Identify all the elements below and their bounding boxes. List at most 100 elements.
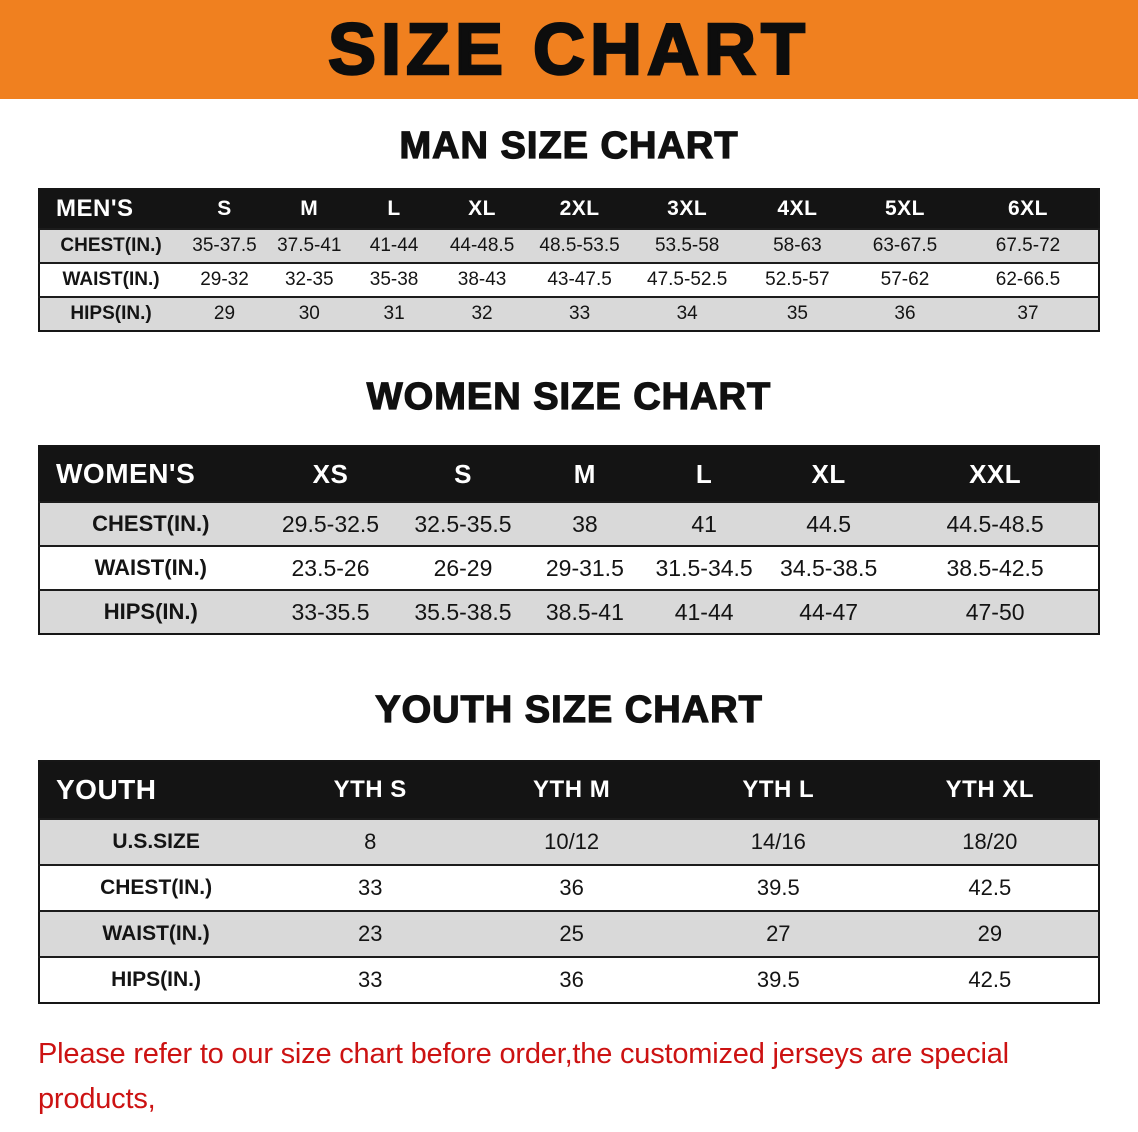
- women-cell: 23.5-26: [291, 554, 370, 581]
- youth-cell: 39.5: [756, 967, 800, 992]
- men-cell: 63-67.5: [872, 235, 938, 256]
- men-table-title: MEN'S: [56, 195, 134, 222]
- men-row-0: CHEST(IN.) 35-37.5 37.5-41 41-44 44-48.5 48.5…: [39, 229, 1099, 263]
- youth-header-row: YOUTH YTH S YTH M YTH L YTH XL: [39, 761, 1099, 819]
- men-cell: 52.5-57: [765, 269, 830, 290]
- section-women: WOMEN SIZE CHART WOMEN'S XS S M L XL XXL CHEST(I…: [0, 375, 1138, 635]
- women-cell: 31.5-34.5: [655, 554, 753, 581]
- youth-row-2: WAIST(IN.) 23 25 27 29: [39, 911, 1099, 957]
- men-cell: 32-35: [284, 269, 334, 290]
- youth-cell: 23: [357, 921, 383, 946]
- banner: SIZE CHART: [0, 0, 1138, 99]
- youth-row-1: CHEST(IN.) 33 36 39.5 42.5: [39, 865, 1099, 911]
- women-cell: 35.5-38.5: [414, 598, 512, 625]
- men-size-col-6XL: 6XL: [1007, 197, 1048, 220]
- women-cell: 41-44: [674, 598, 734, 625]
- youth-row-label: WAIST(IN.): [102, 922, 210, 945]
- men-cell: 58-63: [773, 235, 822, 256]
- men-cell: 53.5-58: [654, 235, 720, 256]
- men-cell: 67.5-72: [995, 235, 1061, 256]
- men-cell: 30: [298, 303, 320, 324]
- youth-size-col-YTH XL: YTH XL: [945, 776, 1034, 803]
- men-cell: 37: [1017, 303, 1039, 324]
- youth-cell: 33: [357, 967, 383, 992]
- men-cell: 31: [383, 303, 405, 324]
- women-cell: 29.5-32.5: [281, 510, 380, 537]
- men-cell: 47.5-52.5: [647, 269, 728, 290]
- men-size-col-5XL: 5XL: [884, 197, 925, 220]
- women-cell: 47-50: [965, 598, 1025, 625]
- men-size-col-L: L: [387, 197, 401, 220]
- men-size-col-S: S: [217, 197, 232, 220]
- page-title: SIZE CHART: [327, 9, 810, 90]
- section-youth: YOUTH SIZE CHART YOUTH YTH S YTH M YTH L YTH …: [0, 688, 1138, 1004]
- men-size-col-XL: XL: [468, 197, 496, 220]
- youth-size-table: YOUTH YTH S YTH M YTH L YTH XL U.S.SIZE 8 10/12…: [38, 760, 1100, 1004]
- youth-cell: 39.5: [756, 875, 800, 900]
- men-cell: 29: [213, 303, 236, 324]
- men-cell: 62-66.5: [995, 269, 1061, 290]
- men-cell: 34: [676, 303, 698, 324]
- disclaimer: Please refer to our size chart before or…: [0, 1032, 1138, 1132]
- youth-row-label: HIPS(IN.): [111, 968, 202, 991]
- youth-cell: 10/12: [544, 829, 600, 854]
- women-cell: 34.5-38.5: [780, 554, 878, 581]
- men-cell: 37.5-41: [277, 235, 342, 256]
- men-size-table: MEN'S S M L XL 2XL 3XL 4XL 5XL 6XL CHEST(IN.) 35-37…: [38, 188, 1100, 332]
- women-cell: 38.5-42.5: [946, 554, 1044, 581]
- women-cell: 41: [691, 510, 717, 537]
- youth-cell: 18/20: [962, 829, 1018, 854]
- youth-row-label: CHEST(IN.): [100, 876, 213, 899]
- women-cell: 38: [572, 510, 598, 537]
- women-table-title: WOMEN'S: [56, 458, 196, 489]
- youth-cell: 14/16: [750, 829, 806, 854]
- women-row-0: CHEST(IN.) 29.5-32.5 32.5-35.5 38 41 44.5 44.5…: [39, 502, 1099, 546]
- disclaimer-line-2: we don't accept cancel, change, teturn o…: [38, 1122, 1108, 1132]
- youth-heading: YOUTH SIZE CHART: [375, 688, 763, 731]
- men-row-label: HIPS(IN.): [70, 303, 152, 324]
- men-cell: 38-43: [457, 269, 507, 290]
- youth-cell: 25: [559, 921, 584, 946]
- men-heading: MAN SIZE CHART: [399, 124, 739, 167]
- youth-row-label: U.S.SIZE: [112, 830, 200, 853]
- women-size-col-S: S: [454, 458, 472, 489]
- youth-size-col-YTH L: YTH L: [742, 776, 815, 803]
- youth-row-3: HIPS(IN.) 33 36 39.5 42.5: [39, 957, 1099, 1003]
- women-cell: 29-31.5: [545, 554, 624, 581]
- women-cell: 44-47: [799, 598, 859, 625]
- women-size-col-M: M: [573, 458, 596, 489]
- youth-cell: 27: [766, 921, 791, 946]
- men-size-col-4XL: 4XL: [777, 197, 818, 220]
- women-cell: 26-29: [433, 554, 493, 581]
- women-size-col-L: L: [695, 458, 713, 489]
- men-cell: 44-48.5: [449, 235, 515, 256]
- disclaimer-line-1: Please refer to our size chart before or…: [38, 1038, 1009, 1115]
- youth-cell: 42.5: [968, 967, 1012, 992]
- men-cell: 48.5-53.5: [539, 235, 620, 256]
- men-size-col-2XL: 2XL: [559, 197, 600, 220]
- women-row-label: HIPS(IN.): [103, 599, 198, 624]
- men-cell: 35-38: [369, 269, 419, 290]
- women-size-col-XS: XS: [312, 458, 349, 489]
- women-size-col-XXL: XXL: [969, 458, 1022, 489]
- women-row-label: WAIST(IN.): [94, 555, 208, 580]
- men-cell: 41-44: [369, 235, 419, 256]
- women-header-row: WOMEN'S XS S M L XL XXL: [39, 446, 1099, 502]
- women-cell: 33-35.5: [291, 598, 370, 625]
- women-row-2: HIPS(IN.) 33-35.5 35.5-38.5 38.5-41 41-44 44-…: [39, 590, 1099, 634]
- men-cell: 35-37.5: [192, 235, 257, 256]
- men-cell: 35: [786, 303, 808, 324]
- men-cell: 36: [894, 303, 916, 324]
- men-row-1: WAIST(IN.) 29-32 32-35 35-38 38-43 43-47.5 47.…: [39, 263, 1099, 297]
- women-heading: WOMEN SIZE CHART: [366, 375, 772, 418]
- women-cell: 44.5: [806, 510, 852, 537]
- youth-cell: 29: [977, 921, 1003, 946]
- women-row-1: WAIST(IN.) 23.5-26 26-29 29-31.5 31.5-34.5 34…: [39, 546, 1099, 590]
- men-cell: 57-62: [880, 269, 930, 290]
- men-row-label: WAIST(IN.): [62, 269, 160, 290]
- chart-sections: MAN SIZE CHART MEN'S S M L XL 2XL 3XL 4XL 5XL 6XL C…: [0, 124, 1138, 1004]
- youth-cell: 36: [559, 967, 584, 992]
- men-header-row: MEN'S S M L XL 2XL 3XL 4XL 5XL 6XL: [39, 189, 1099, 229]
- youth-row-0: U.S.SIZE 8 10/12 14/16 18/20: [39, 819, 1099, 865]
